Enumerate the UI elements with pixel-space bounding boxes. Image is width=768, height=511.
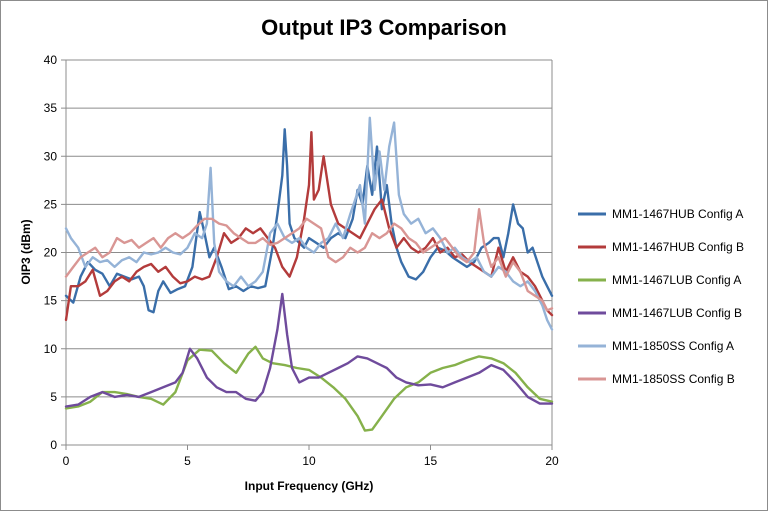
legend-entry-6: MM1-1850SS Config B — [612, 372, 735, 386]
series-line-5 — [64, 116, 554, 331]
series-line-6 — [64, 207, 554, 312]
series-lines — [64, 116, 554, 432]
chart-title: Output IP3 Comparison — [261, 15, 507, 40]
series-line-3 — [64, 345, 554, 432]
y-tick-label: 25 — [44, 197, 58, 211]
x-tick-label: 15 — [424, 454, 438, 468]
y-axis-label: OIP3 (dBm) — [19, 219, 33, 284]
legend-entry-5: MM1-1850SS Config A — [612, 339, 734, 353]
legend-entry-1: MM1-1467HUB Config A — [612, 207, 743, 221]
x-axis-ticks: 0 5 10 15 20 — [63, 454, 559, 468]
series-line-2 — [64, 130, 554, 322]
series-line-4 — [64, 292, 554, 408]
y-tick-label: 40 — [44, 53, 58, 67]
legend-entry-3: MM1-1467LUB Config A — [612, 273, 741, 287]
x-tick-label: 5 — [184, 454, 191, 468]
x-tick-label: 20 — [545, 454, 559, 468]
x-tick-label: 10 — [302, 454, 316, 468]
legend: MM1-1467HUB Config A MM1-1467HUB Config B… — [578, 207, 744, 386]
y-tick-label: 15 — [44, 294, 58, 308]
y-tick-label: 30 — [44, 149, 58, 163]
y-tick-label: 5 — [50, 390, 57, 404]
x-axis-label: Input Frequency (GHz) — [245, 479, 374, 493]
y-tick-label: 20 — [44, 246, 58, 260]
legend-entry-2: MM1-1467HUB Config B — [612, 240, 744, 254]
y-tick-label: 10 — [44, 342, 58, 356]
y-axis-ticks: 0 5 10 15 20 25 30 35 40 — [44, 53, 58, 452]
y-tick-label: 35 — [44, 101, 58, 115]
legend-entry-4: MM1-1467LUB Config B — [612, 306, 742, 320]
y-tick-label: 0 — [50, 438, 57, 452]
x-tick-label: 0 — [63, 454, 70, 468]
